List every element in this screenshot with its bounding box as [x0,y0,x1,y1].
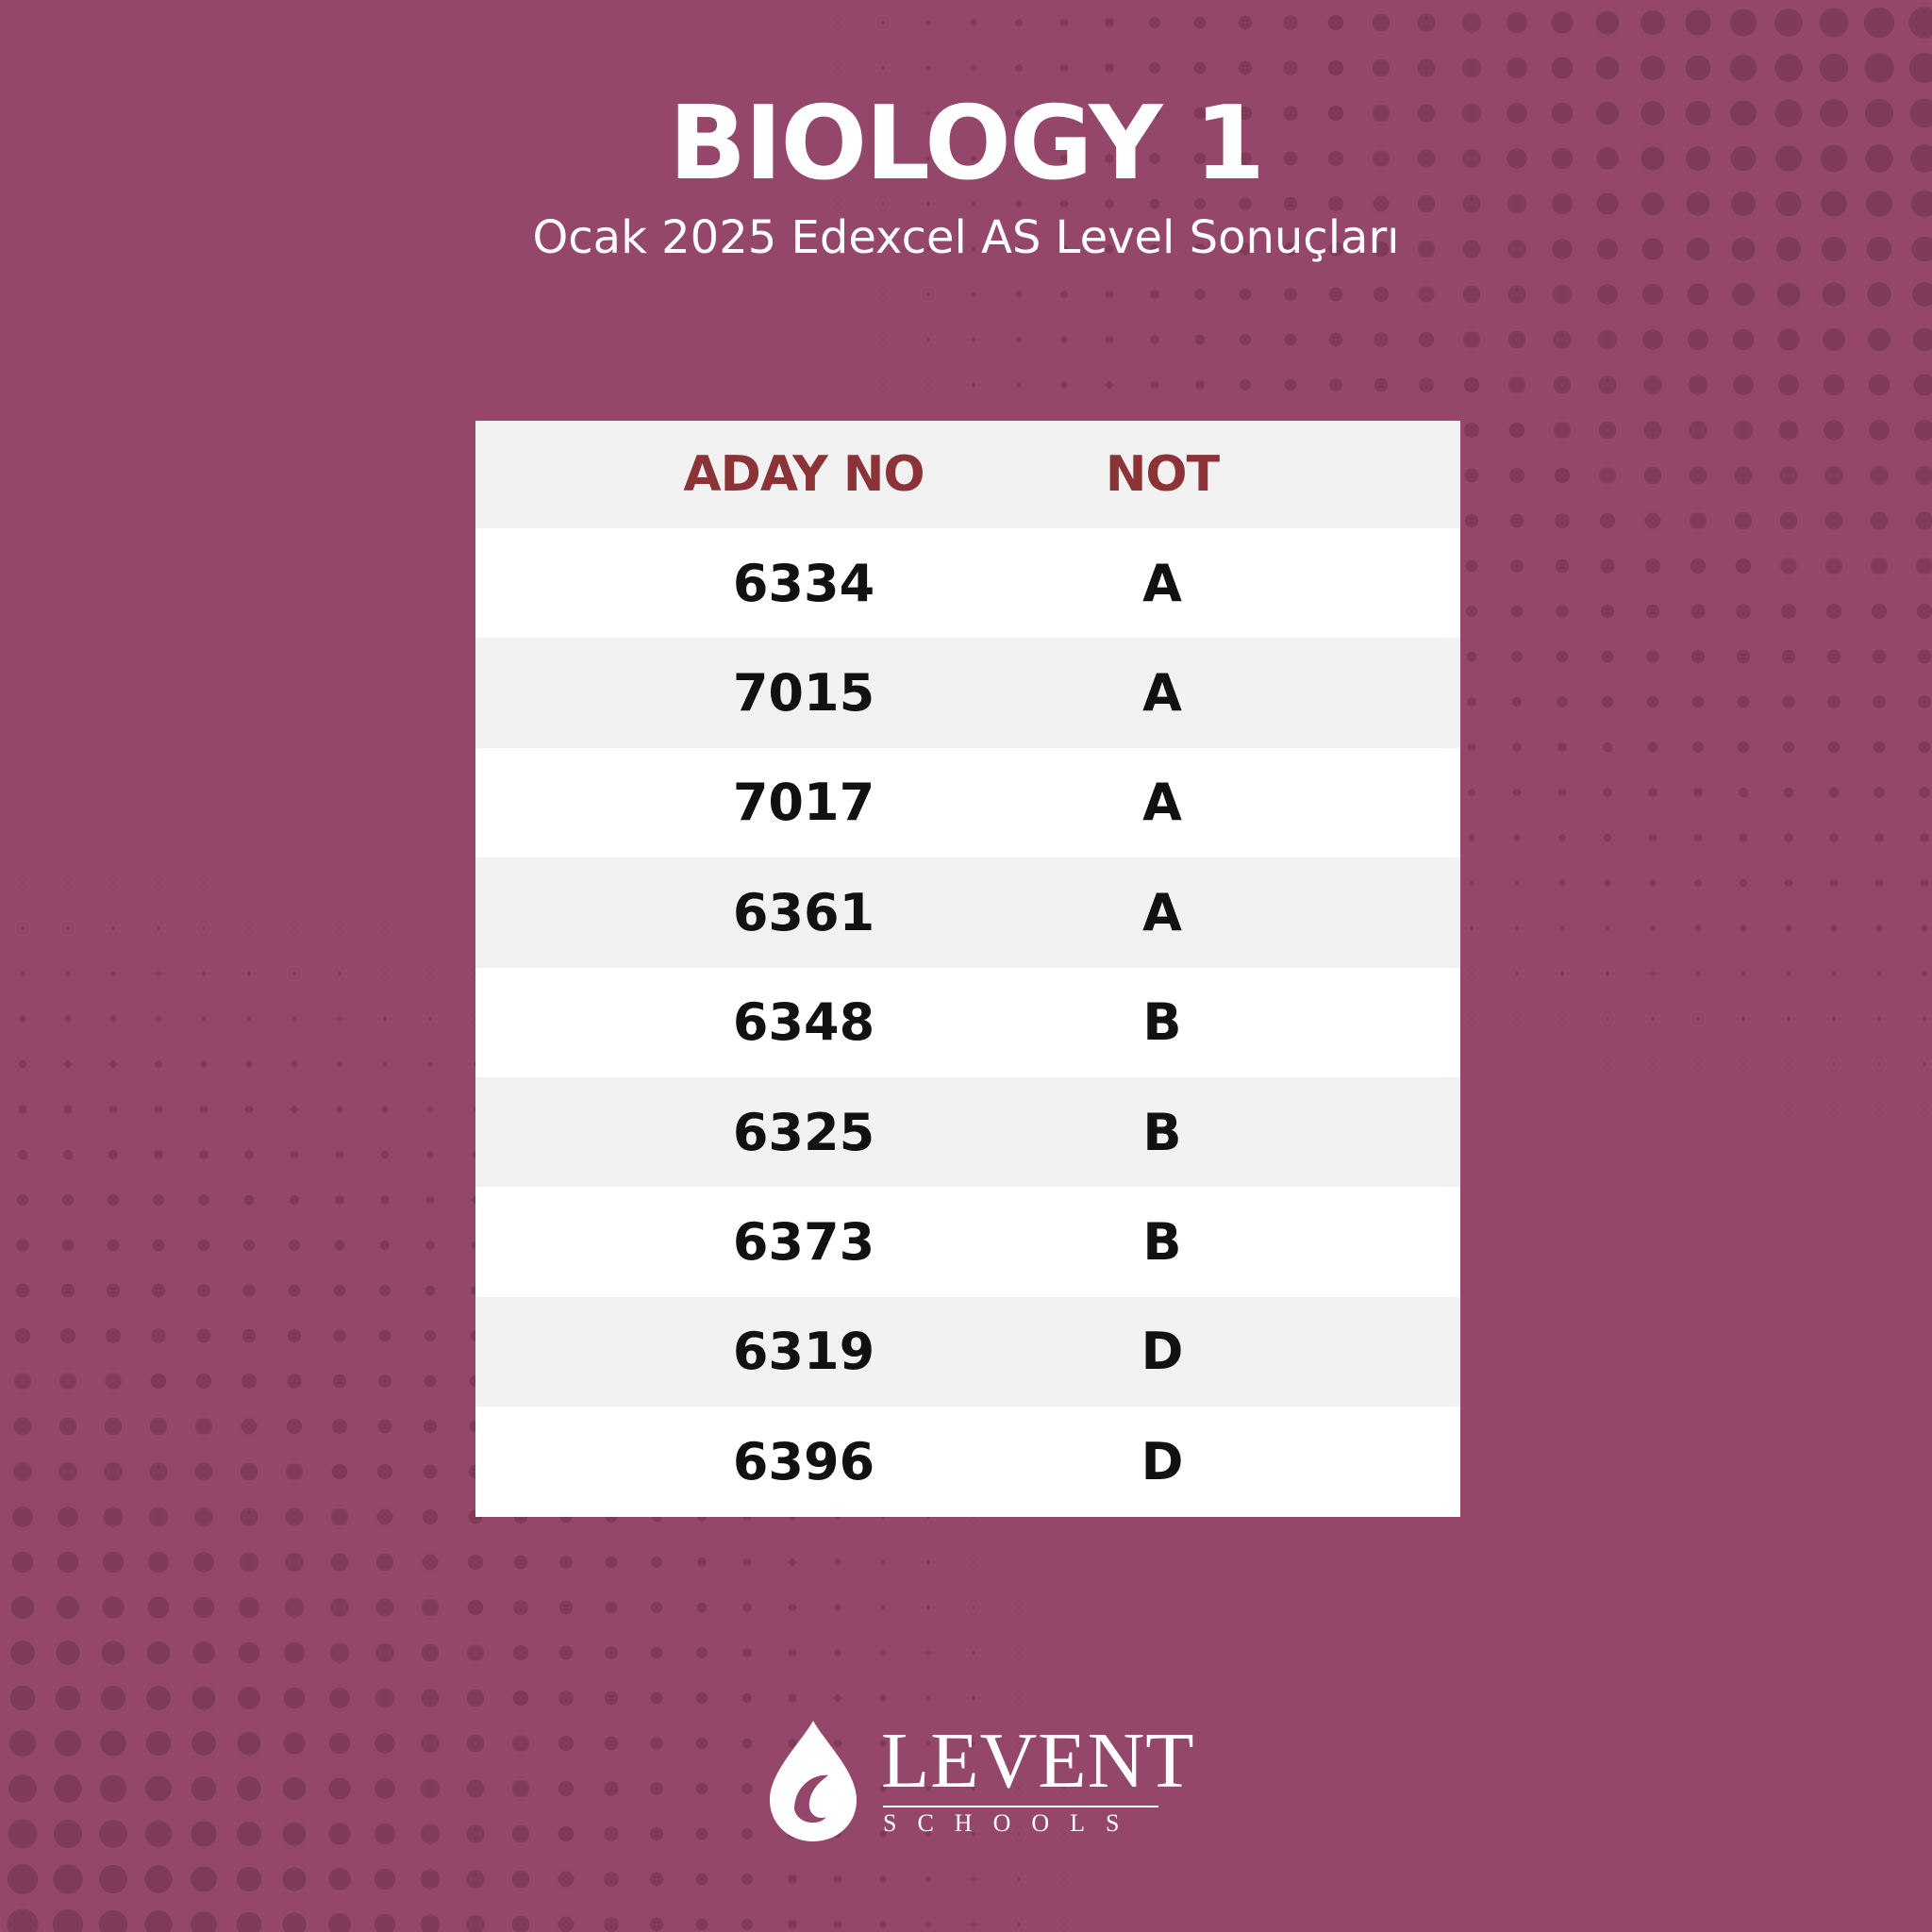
candidate-no-cell: 6325 [732,1102,875,1162]
grade-cell: D [1141,1431,1184,1491]
results-table: ADAY NO NOT 6334 A 7015 A 7017 A 6361 A … [475,421,1460,1517]
candidate-no-cell: 6319 [732,1322,875,1382]
grade-cell: A [1142,882,1182,942]
candidate-no-cell: 6361 [732,882,875,942]
table-row: 7017 A [475,747,1460,858]
grade-cell: A [1142,773,1182,833]
candidate-no-cell: 6396 [732,1431,875,1491]
logo-subtext: SCHOOLS [883,1809,1141,1837]
page-title: BIOLOGY 1 [668,85,1265,203]
grade-cell: B [1142,1102,1182,1162]
candidate-no-cell: 6373 [732,1212,875,1273]
table-row: 6334 A [475,528,1460,639]
table-row: 6319 D [475,1296,1460,1407]
candidate-no-cell: 7015 [732,663,875,724]
table-row: 7015 A [475,638,1460,748]
candidate-no-cell: 7017 [732,773,875,833]
table-row: 6373 B [475,1187,1460,1297]
drop-logo-icon [770,1721,857,1841]
grade-cell: A [1142,663,1182,724]
column-header-grade: NOT [1105,446,1220,503]
table-header-row: ADAY NO NOT [475,421,1460,528]
levent-schools-logo: LEVENT SCHOOLS [766,1717,1194,1845]
table-row: 6396 D [475,1407,1460,1517]
table-row: 6348 B [475,967,1460,1077]
grade-cell: D [1141,1322,1184,1382]
logo-divider [883,1806,1158,1807]
grade-cell: A [1142,553,1182,613]
grade-cell: B [1142,992,1182,1053]
logo-wordmark: LEVENT [881,1717,1195,1805]
grade-cell: B [1142,1212,1182,1273]
page-subtitle: Ocak 2025 Edexcel AS Level Sonuçları [532,211,1400,264]
table-row: 6325 B [475,1076,1460,1188]
table-row: 6361 A [475,858,1460,968]
candidate-no-cell: 6348 [732,992,875,1053]
candidate-no-cell: 6334 [732,553,875,613]
column-header-candidate-no: ADAY NO [683,446,924,503]
